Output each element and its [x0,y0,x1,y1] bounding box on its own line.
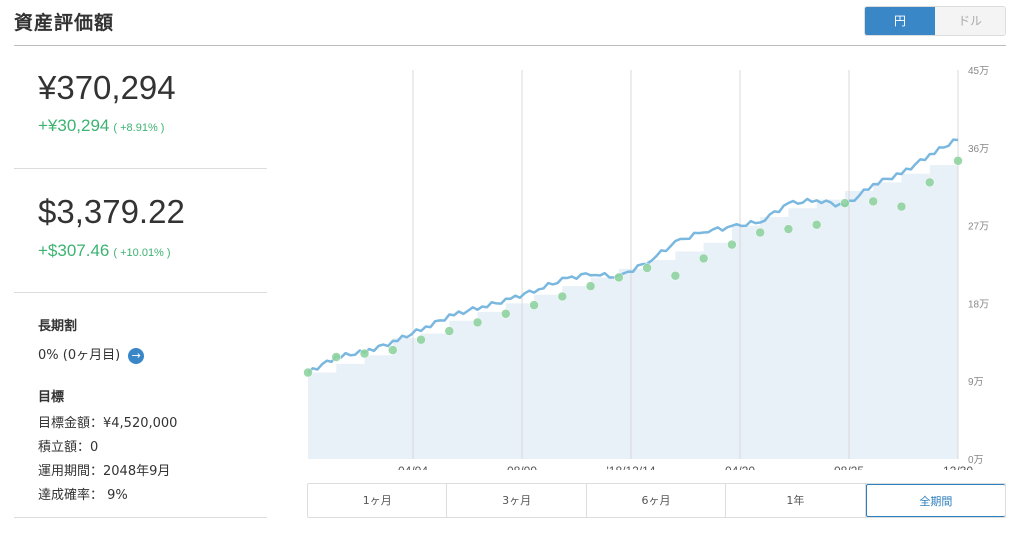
usd-change: +$307.46( +10.01% ) [38,241,171,261]
header: 資産評価額 円 ドル [14,0,1006,46]
chart-marker [303,367,313,378]
usd-summary: $3,379.22 +$307.46( +10.01% ) [14,169,267,293]
asset-chart: 04/04 08/09 '18/12/14 04/20 08/25 12/300万 9万 18… [303,66,989,470]
tab-1-year[interactable]: 1年 [726,484,866,517]
chart-marker [557,291,568,302]
currency-dollar-button[interactable]: ドル [935,7,1005,35]
goal-achievement: 達成確率： 9% [38,488,128,503]
x-tick-label: 12/30 [943,464,973,470]
chart-marker [359,348,370,359]
chart-area-fill [308,160,958,459]
y-tick-label: 45万 [968,66,989,77]
chart-marker [840,198,850,208]
chart-marker [472,317,483,328]
yen-total: ¥370,294 [38,69,176,106]
summary-panel: ¥370,294 +¥30,294( +8.91% ) $3,379.22 +$… [14,45,267,518]
goal-panel: 長期割 0% (0ヶ月目) → 目標 目標金額：¥4,520,000 積立額：0 … [14,293,267,518]
usd-total: $3,379.22 [38,193,185,230]
page-title: 資産評価額 [14,12,115,34]
y-tick-label: 27万 [968,222,989,233]
long-term-value: 0% (0ヶ月目) → [38,344,145,364]
chart-marker [614,272,624,283]
chart-marker [331,352,342,362]
tab-6-months[interactable]: 6ヶ月 [587,484,727,517]
chart-marker [642,263,652,273]
currency-yen-button[interactable]: 円 [865,7,935,35]
yen-change-percent: ( +8.91% ) [113,122,165,134]
chart-marker [529,300,539,310]
chart-marker [924,177,935,188]
x-tick-label: 08/09 [507,464,537,470]
tab-3-months[interactable]: 3ヶ月 [447,484,587,517]
chart-marker [501,309,511,319]
chart-marker [953,156,963,166]
x-tick-label: 04/20 [725,464,755,470]
chart-marker [670,270,681,281]
tab-1-month[interactable]: 1ヶ月 [308,484,448,517]
yen-summary: ¥370,294 +¥30,294( +8.91% ) [14,45,267,169]
x-tick-label: '18/12/14 [606,464,655,470]
chart-marker [388,345,398,355]
long-term-text: 0% (0ヶ月目) [38,348,121,363]
y-tick-label: 0万 [968,455,984,466]
chart-marker [698,253,709,264]
arrow-right-circle-icon[interactable]: → [128,347,145,364]
usd-change-percent: ( +10.01% ) [113,247,171,259]
goal-target-amount: 目標金額：¥4,520,000 [38,416,178,431]
y-tick-label: 36万 [968,144,989,155]
y-tick-label: 18万 [968,299,989,310]
y-tick-label: 9万 [968,377,984,388]
yen-change-amount: +¥30,294 [38,116,110,135]
chart-marker [444,326,455,336]
chart-marker [585,281,596,291]
goal-accumulation: 積立額：0 [38,440,99,455]
x-tick-label: 04/04 [398,464,428,470]
chart-marker [783,224,794,234]
chart-marker [896,201,907,212]
goal-period: 運用期間：2048年9月 [38,464,171,479]
usd-change-amount: +$307.46 [38,241,110,260]
tab-all-period[interactable]: 全期間 [865,484,1006,517]
long-term-heading: 長期割 [38,319,78,334]
currency-toggle: 円 ドル [864,6,1006,36]
chart-marker [755,227,765,238]
yen-change: +¥30,294( +8.91% ) [38,116,164,136]
chart-marker [868,196,878,207]
chart-series-line [307,138,959,374]
chart-marker [727,239,737,250]
x-tick-label: 08/25 [834,464,864,470]
goal-heading: 目標 [38,390,65,405]
chart-marker [811,219,822,230]
period-tabs: 1ヶ月 3ヶ月 6ヶ月 1年 全期間 [307,483,1006,518]
chart-marker [416,334,426,345]
